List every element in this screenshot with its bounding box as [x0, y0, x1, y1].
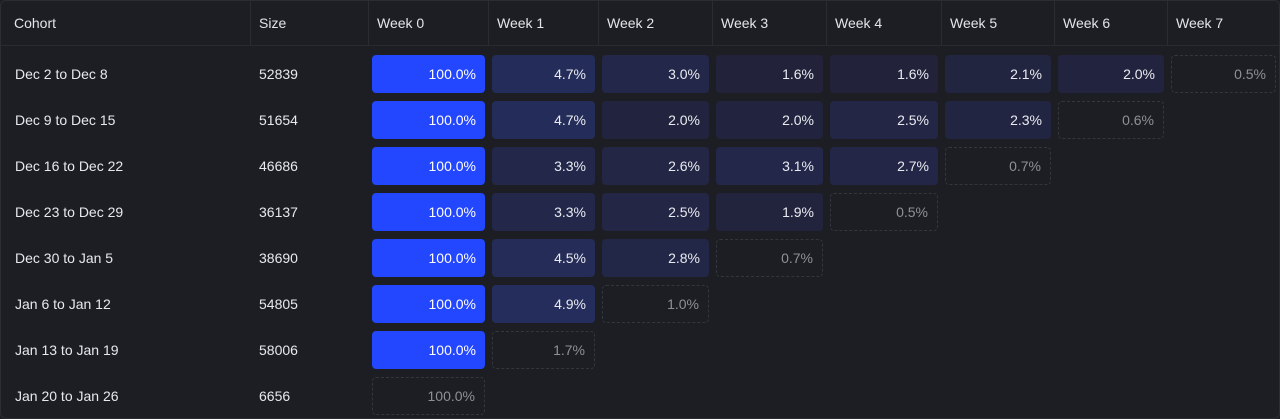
- retention-cell-week-6[interactable]: 0.6%: [1058, 101, 1164, 139]
- retention-cell-week-7[interactable]: 0.5%: [1171, 55, 1276, 93]
- table-row: Jan 6 to Jan 12 54805 100.0% 4.9% 1.0%: [1, 281, 1279, 327]
- cohort-size: 51654: [259, 112, 298, 128]
- retention-cell-week-1[interactable]: 3.3%: [492, 147, 595, 185]
- column-header-week-6[interactable]: Week 6: [1054, 1, 1167, 45]
- table-row: Jan 13 to Jan 19 58006 100.0% 1.7%: [1, 327, 1279, 373]
- table-row: Dec 9 to Dec 15 51654 100.0% 4.7% 2.0% 2.0% 2.…: [1, 97, 1279, 143]
- cohort-label: Dec 2 to Dec 8: [15, 66, 108, 82]
- retention-cell-week-4[interactable]: 2.7%: [830, 147, 938, 185]
- retention-cell-week-4[interactable]: 0.5%: [830, 193, 938, 231]
- retention-cell-week-6[interactable]: 2.0%: [1058, 55, 1164, 93]
- retention-cell-week-2[interactable]: 3.0%: [602, 55, 709, 93]
- retention-cell-week-2[interactable]: 2.5%: [602, 193, 709, 231]
- cohort-size: 58006: [259, 342, 298, 358]
- column-header-week-4[interactable]: Week 4: [826, 1, 941, 45]
- table-row: Jan 20 to Jan 26 6656 100.0%: [1, 373, 1279, 418]
- retention-cell-week-1[interactable]: 3.3%: [492, 193, 595, 231]
- retention-cell-week-1[interactable]: 1.7%: [492, 331, 595, 369]
- column-header-week-2[interactable]: Week 2: [598, 1, 712, 45]
- cohort-size: 36137: [259, 204, 298, 220]
- retention-cell-week-1[interactable]: 4.5%: [492, 239, 595, 277]
- retention-cell-week-5[interactable]: 2.3%: [945, 101, 1051, 139]
- retention-cell-week-3[interactable]: 3.1%: [716, 147, 823, 185]
- retention-cell-week-3[interactable]: 1.9%: [716, 193, 823, 231]
- cohort-label: Dec 30 to Jan 5: [15, 250, 114, 266]
- retention-cell-week-3[interactable]: 2.0%: [716, 101, 823, 139]
- retention-cell-week-0[interactable]: 100.0%: [372, 377, 485, 415]
- cohort-size: 6656: [259, 388, 291, 404]
- cohort-size: 54805: [259, 296, 298, 312]
- retention-cell-week-1[interactable]: 4.7%: [492, 101, 595, 139]
- table-row: Dec 16 to Dec 22 46686 100.0% 3.3% 2.6% 3.1% 2…: [1, 143, 1279, 189]
- column-header-cohort[interactable]: Cohort: [14, 15, 57, 31]
- retention-cell-week-1[interactable]: 4.7%: [492, 55, 595, 93]
- retention-cell-week-3[interactable]: 1.6%: [716, 55, 823, 93]
- retention-cell-week-2[interactable]: 2.0%: [602, 101, 709, 139]
- column-header-week-5[interactable]: Week 5: [941, 1, 1054, 45]
- retention-cell-week-4[interactable]: 2.5%: [830, 101, 938, 139]
- retention-cell-week-0[interactable]: 100.0%: [372, 147, 485, 185]
- column-header-week-7[interactable]: Week 7: [1167, 1, 1279, 45]
- cohort-size: 52839: [259, 66, 298, 82]
- column-header-week-3[interactable]: Week 3: [712, 1, 826, 45]
- column-header-week-0[interactable]: Week 0: [368, 1, 488, 45]
- retention-cell-week-0[interactable]: 100.0%: [372, 285, 485, 323]
- cohort-label: Jan 13 to Jan 19: [15, 342, 119, 358]
- table-row: Dec 2 to Dec 8 52839 100.0% 4.7% 3.0% 1.6% 1.6…: [1, 51, 1279, 97]
- retention-cell-week-3[interactable]: 0.7%: [716, 239, 823, 277]
- retention-cell-week-5[interactable]: 0.7%: [945, 147, 1051, 185]
- retention-cell-week-4[interactable]: 1.6%: [830, 55, 938, 93]
- retention-cell-week-2[interactable]: 1.0%: [602, 285, 709, 323]
- column-header-week-1[interactable]: Week 1: [488, 1, 598, 45]
- cohort-label: Dec 16 to Dec 22: [15, 158, 124, 174]
- cohort-label: Dec 9 to Dec 15: [15, 112, 116, 128]
- table-row: Dec 30 to Jan 5 38690 100.0% 4.5% 2.8% 0.7%: [1, 235, 1279, 281]
- retention-cell-week-0[interactable]: 100.0%: [372, 193, 485, 231]
- column-header-size[interactable]: Size: [250, 1, 368, 45]
- retention-cell-week-1[interactable]: 4.9%: [492, 285, 595, 323]
- retention-cell-week-0[interactable]: 100.0%: [372, 55, 485, 93]
- cohort-size: 46686: [259, 158, 298, 174]
- retention-cell-week-0[interactable]: 100.0%: [372, 331, 485, 369]
- cohort-label: Jan 6 to Jan 12: [15, 296, 111, 312]
- table-header: Cohort Size Week 0 Week 1 Week 2 Week 3 Week…: [1, 1, 1279, 46]
- retention-cell-week-2[interactable]: 2.8%: [602, 239, 709, 277]
- cohort-label: Dec 23 to Dec 29: [15, 204, 124, 220]
- cohort-label: Jan 20 to Jan 26: [15, 388, 119, 404]
- retention-cell-week-0[interactable]: 100.0%: [372, 101, 485, 139]
- retention-cell-week-5[interactable]: 2.1%: [945, 55, 1051, 93]
- table-row: Dec 23 to Dec 29 36137 100.0% 3.3% 2.5% 1.9% 0…: [1, 189, 1279, 235]
- retention-cell-week-0[interactable]: 100.0%: [372, 239, 485, 277]
- cohort-size: 38690: [259, 250, 298, 266]
- retention-cell-week-2[interactable]: 2.6%: [602, 147, 709, 185]
